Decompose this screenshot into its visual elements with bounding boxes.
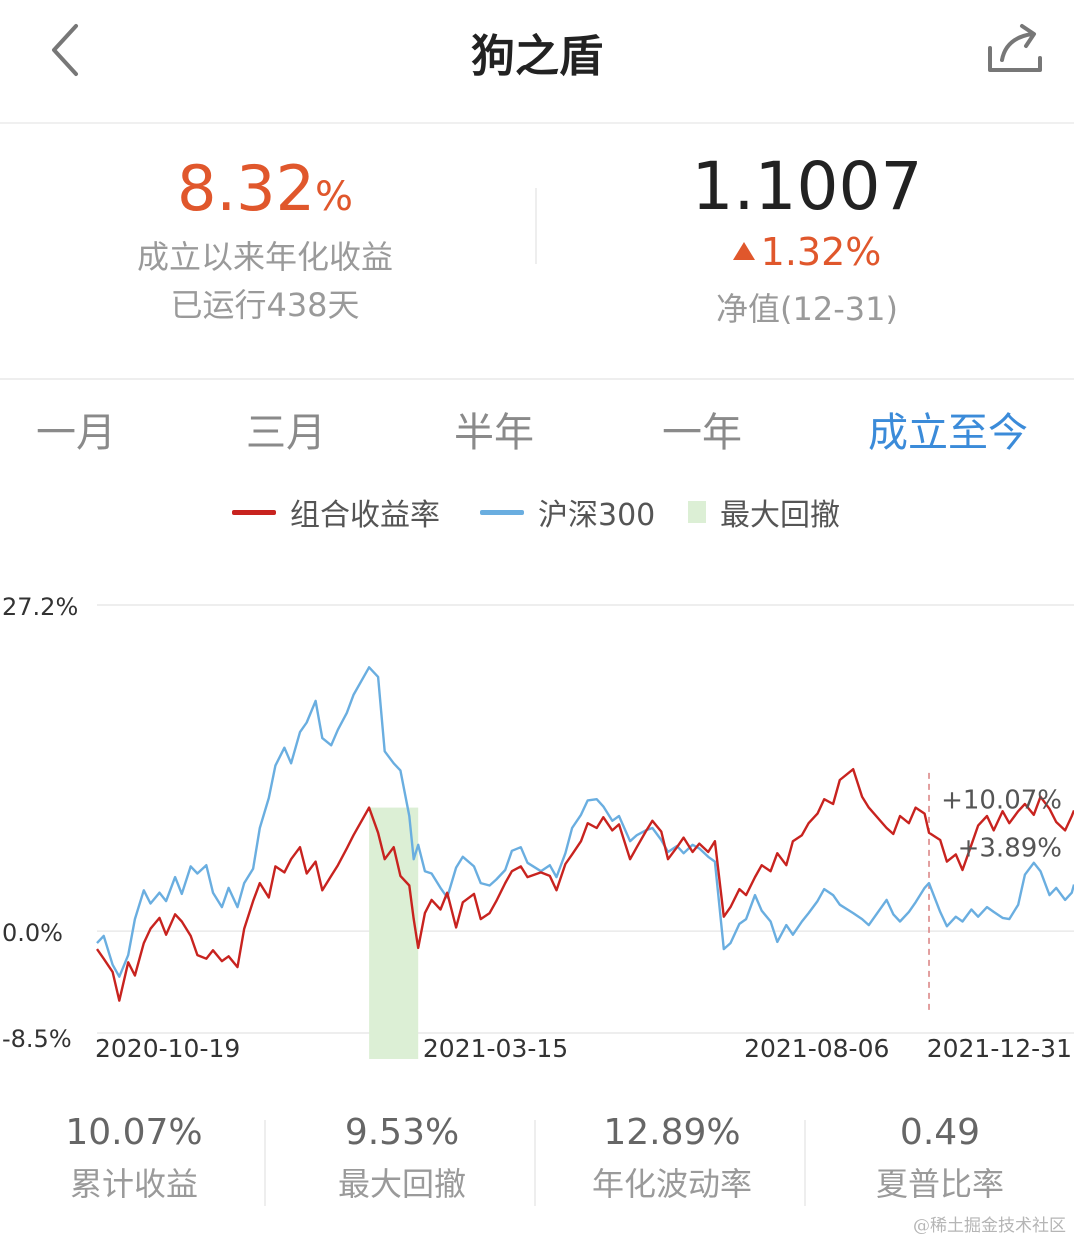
stat-value: 9.53% (344, 1112, 460, 1153)
stat-label: 累计收益 (69, 1165, 198, 1203)
stat-value: 0.49 (899, 1112, 981, 1153)
x-tick-label: 2021-08-06 (744, 1034, 889, 1063)
tab-since-inception[interactable]: 成立至今 (868, 410, 1028, 456)
max-drawdown-band (369, 807, 419, 1059)
stat-divider (804, 1120, 806, 1206)
stat-label: 夏普比率 (875, 1165, 1004, 1203)
legend-label-hs300: 沪深300 (538, 498, 656, 533)
top-nav-bar: 狗之盾 (0, 0, 1074, 124)
portfolio-end-label: +10.07% (941, 785, 1062, 815)
nav-change: 1.32% (540, 230, 1074, 274)
x-tick-label: 2021-03-15 (423, 1034, 568, 1063)
tab-one-month[interactable]: 一月 (36, 410, 116, 456)
annualized-return-label: 成立以来年化收益 (136, 238, 393, 276)
stats-row: 10.07% 累计收益 9.53% 最大回撤 12.89% 年化波动率 0.49… (0, 1112, 1074, 1222)
share-icon (988, 24, 1042, 72)
nav-value: 1.1007 (691, 148, 923, 225)
period-tabs: 一月 三月 半年 一年 成立至今 (0, 400, 1074, 460)
stat-divider (534, 1120, 536, 1206)
stat-label: 最大回撤 (337, 1165, 466, 1203)
chevron-left-icon (52, 24, 78, 76)
share-button[interactable] (980, 18, 1050, 82)
legend-portfolio[interactable]: 组合收益率 (232, 490, 440, 534)
return-chart-svg: 27.2% 0.0% -8.5% +10.07% +3.89% 2020-10-19 202… (2, 593, 1074, 1063)
legend-swatch-portfolio (232, 509, 276, 515)
y-tick-label: 0.0% (2, 919, 63, 947)
stat-volatility: 12.89% 年化波动率 (538, 1112, 806, 1205)
y-tick-label: 27.2% (2, 593, 78, 621)
summary-panel: 8.32% 成立以来年化收益 已运行438天 1.1007 1.32% 净值(1… (0, 124, 1074, 380)
legend-swatch-hs300 (480, 509, 524, 515)
hs300-line (96, 666, 1074, 978)
chart-legend: 组合收益率 沪深300 最大回撤 (0, 490, 1074, 534)
portfolio-return-line (96, 768, 1074, 1002)
nav-date-label: 净值(12-31) (716, 290, 898, 328)
up-triangle-icon (732, 241, 755, 260)
watermark: @稀土掘金技术社区 (913, 1216, 1066, 1236)
return-chart[interactable]: 27.2% 0.0% -8.5% +10.07% +3.89% 2020-10-19 202… (0, 580, 1074, 1080)
stat-cumulative-return: 10.07% 累计收益 (0, 1112, 268, 1205)
running-days: 已运行438天 (170, 286, 360, 324)
legend-swatch-drawdown (688, 501, 706, 523)
hs300-end-label: +3.89% (958, 833, 1062, 863)
tab-half-year[interactable]: 半年 (454, 410, 534, 456)
annualized-return-unit: % (315, 174, 354, 220)
tab-three-months[interactable]: 三月 (246, 410, 326, 456)
legend-label-drawdown: 最大回撤 (720, 498, 840, 533)
legend-label-portfolio: 组合收益率 (290, 498, 440, 533)
y-tick-label: -8.5% (2, 1025, 72, 1053)
stat-label: 年化波动率 (591, 1165, 752, 1203)
tab-one-year[interactable]: 一年 (662, 410, 742, 456)
page-title: 狗之盾 (471, 31, 603, 82)
stat-value: 10.07% (65, 1112, 203, 1153)
annualized-return-value: 8.32 (176, 152, 316, 225)
summary-divider (535, 188, 537, 264)
x-tick-label: 2021-12-31 (927, 1034, 1072, 1063)
stat-sharpe: 0.49 夏普比率 (806, 1112, 1074, 1205)
nav-change-value: 1.32% (760, 230, 882, 274)
annualized-return: 8.32% (0, 152, 530, 225)
legend-max-drawdown[interactable]: 最大回撤 (688, 490, 840, 534)
legend-hs300[interactable]: 沪深300 (480, 490, 655, 534)
back-button[interactable] (40, 18, 100, 82)
x-tick-label: 2020-10-19 (95, 1034, 240, 1063)
stat-divider (264, 1120, 266, 1206)
stat-value: 12.89% (603, 1112, 741, 1153)
stat-max-drawdown: 9.53% 最大回撤 (268, 1112, 536, 1205)
